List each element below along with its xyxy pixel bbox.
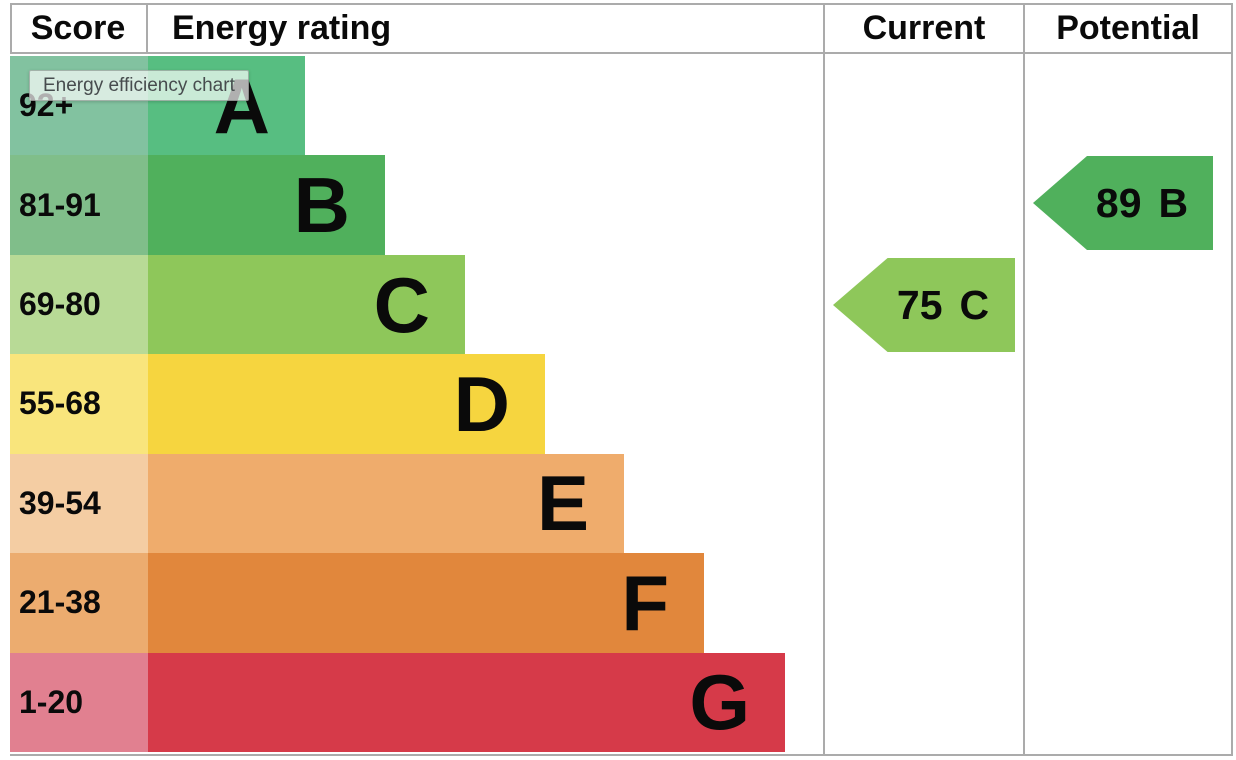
potential-rating-value: 89 (1095, 179, 1142, 226)
header-left-border (10, 3, 12, 54)
band-bar: E (148, 453, 624, 554)
current-column-divider (823, 3, 825, 756)
score-column-divider (146, 3, 148, 54)
band-row-b: 81-91 B (10, 155, 1232, 255)
band-bar: G (148, 652, 785, 752)
chart-tooltip: Energy efficiency chart (29, 70, 249, 101)
table-right-border (1231, 3, 1233, 756)
band-letter: C (373, 260, 430, 349)
potential-rating-arrow: 89 B (1033, 156, 1213, 250)
current-rating-band: C (959, 281, 990, 328)
band-row-d: 55-68 D (10, 354, 1232, 454)
potential-column-header: Potential (1056, 9, 1200, 47)
band-row-c: 69-80 C (10, 254, 1232, 355)
score-range-label: 1-20 (10, 652, 148, 752)
band-row-e: 39-54 E (10, 453, 1232, 554)
band-letter: D (453, 359, 510, 448)
score-range-label: 69-80 (10, 254, 148, 355)
score-column-header: Score (30, 9, 126, 47)
band-letter: E (536, 459, 589, 548)
band-row-f: 21-38 F (10, 553, 1232, 653)
score-range-label: 55-68 (10, 354, 148, 454)
band-letter: B (293, 161, 350, 250)
table-bottom-border (10, 754, 1233, 756)
score-range-label: 81-91 (10, 155, 148, 255)
current-column-header: Current (862, 9, 986, 47)
score-range-label: 39-54 (10, 453, 148, 554)
table-top-border (10, 3, 1233, 5)
current-rating-value: 75 (896, 281, 943, 328)
band-bar: C (148, 254, 465, 355)
band-rows[interactable]: 92+ A 81-91 B 69-80 C 55-68 D 39-54 (10, 56, 1232, 752)
score-range-label: 21-38 (10, 553, 148, 653)
potential-column-divider (1023, 3, 1025, 756)
band-letter: F (621, 558, 669, 647)
band-bar: F (148, 553, 704, 653)
band-bar: D (148, 354, 545, 454)
band-bar: B (148, 155, 385, 255)
band-row-g: 1-20 G (10, 652, 1232, 752)
potential-rating-band: B (1158, 179, 1189, 226)
header-bottom-border (10, 52, 1233, 54)
band-letter: G (689, 658, 750, 747)
energy-rating-column-header: Energy rating (172, 9, 392, 47)
